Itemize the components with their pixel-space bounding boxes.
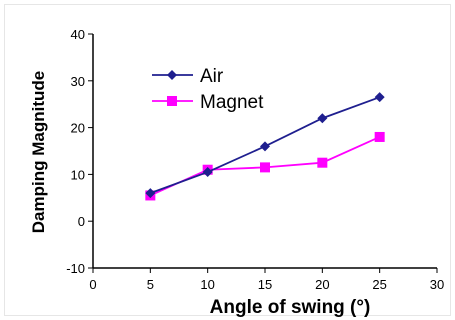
y-tick-label: 20: [71, 121, 85, 136]
x-tick-label: 5: [147, 277, 154, 292]
y-tick-label: -10: [66, 261, 85, 276]
y-tick-group: -10 0 10 20 30 40: [66, 27, 93, 276]
y-tick-label: 0: [78, 214, 85, 229]
series-air: [145, 92, 385, 199]
data-point-air: [260, 141, 270, 152]
x-tick-label: 10: [200, 277, 214, 292]
x-tick-group: 0 5 10 15 20 25 30: [89, 268, 444, 292]
legend-swatch-marker: [167, 70, 177, 80]
x-tick-label: 0: [89, 277, 96, 292]
chart-frame: [4, 4, 451, 316]
legend-label: Magnet: [200, 92, 264, 113]
x-tick-label: 25: [372, 277, 386, 292]
legend-swatch-marker: [167, 96, 177, 106]
data-point-magnet: [374, 131, 385, 142]
data-point-air: [202, 167, 213, 178]
y-tick-label: 30: [71, 74, 85, 89]
legend-label: Air: [200, 66, 224, 87]
x-tick-label: 30: [430, 277, 444, 292]
data-point-air: [145, 188, 156, 199]
x-tick-label: 20: [315, 277, 329, 292]
y-axis-title: Damping Magnitude: [29, 71, 48, 233]
x-tick-label: 15: [258, 277, 272, 292]
y-tick-label: 10: [71, 167, 85, 182]
data-point-air: [317, 113, 328, 124]
legend-item-magnet: Magnet: [152, 92, 264, 113]
y-tick-label: 40: [71, 27, 85, 42]
plot-area: 0 5 10 15 20 25 30 -10 0 10 20 30 40: [66, 27, 444, 292]
legend: Air Magnet: [152, 66, 264, 113]
data-point-magnet: [260, 162, 270, 173]
data-point-magnet: [317, 157, 328, 168]
x-axis-title: Angle of swing (°): [210, 297, 371, 318]
legend-item-air: Air: [152, 66, 224, 87]
data-point-air: [374, 92, 385, 103]
series-layer: [145, 92, 385, 201]
